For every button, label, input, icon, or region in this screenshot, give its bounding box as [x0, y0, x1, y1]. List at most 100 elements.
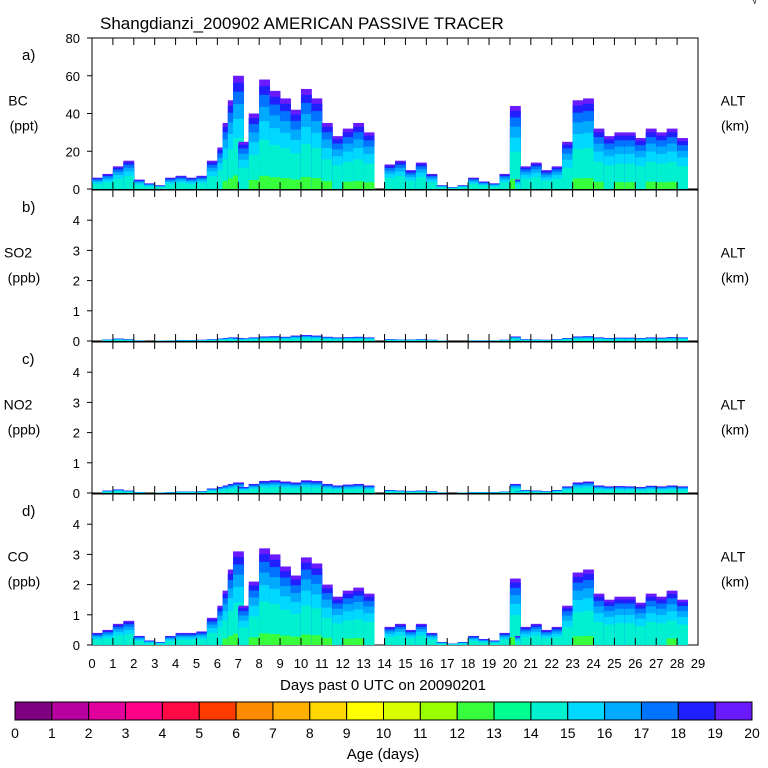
age-band — [269, 144, 281, 189]
x-tick-label: 19 — [482, 656, 496, 671]
age-band — [206, 340, 218, 341]
data-bar — [499, 173, 511, 189]
colorbar-swatch — [272, 701, 311, 721]
data-bar — [499, 491, 511, 493]
x-tick-label: 21 — [524, 656, 538, 671]
x-tick-label: 2 — [130, 656, 137, 671]
data-bar — [541, 629, 553, 645]
data-bar — [321, 122, 333, 189]
age-band — [123, 491, 135, 493]
age-band — [290, 338, 302, 341]
age-band — [603, 490, 615, 493]
x-tick-label: 11 — [315, 656, 329, 671]
data-bar — [583, 336, 594, 341]
data-bar — [677, 337, 688, 341]
age-band-core — [311, 178, 323, 189]
data-bar — [405, 490, 417, 493]
data-bar — [603, 337, 615, 341]
altitude-label: ALT — [721, 549, 746, 565]
data-bar — [363, 593, 375, 645]
age-band — [468, 640, 479, 645]
age-band-core — [280, 178, 291, 189]
age-band — [175, 492, 187, 493]
data-bar — [405, 170, 417, 189]
age-band — [290, 488, 302, 493]
data-bar — [468, 177, 479, 189]
data-bar — [395, 339, 406, 341]
data-bar — [572, 336, 584, 341]
data-bar — [165, 492, 176, 493]
data-bar — [342, 128, 354, 189]
data-bar — [415, 623, 427, 645]
colorbar-swatch — [383, 701, 421, 721]
age-band — [436, 187, 448, 189]
data-bar — [133, 340, 145, 341]
age-band-core — [583, 178, 594, 189]
colorbar-swatch — [567, 701, 606, 721]
age-band — [635, 166, 647, 189]
data-bar — [415, 162, 427, 189]
data-bar — [541, 170, 553, 189]
age-band — [259, 338, 271, 341]
data-bar — [165, 340, 176, 341]
age-band-core — [614, 182, 626, 189]
data-bar — [112, 166, 124, 189]
age-band — [593, 161, 605, 189]
age-band — [311, 338, 323, 341]
x-axis: 0 1 2 3 4 5 6 7 8 9 10 11 12 13 14 15 16 17 18 19 20 21 22 23 24… — [88, 656, 705, 671]
age-band — [677, 166, 688, 189]
age-band — [102, 491, 114, 493]
data-bar — [144, 183, 156, 189]
age-band-core — [300, 634, 312, 645]
age-band — [405, 340, 417, 341]
data-bar — [123, 490, 135, 493]
y-tick-label: 4 — [73, 517, 80, 532]
data-bar — [144, 640, 156, 645]
age-band — [551, 340, 563, 341]
age-band — [520, 340, 532, 341]
age-band — [614, 489, 626, 493]
x-tick-label: 14 — [377, 656, 391, 671]
age-band-core — [572, 636, 584, 645]
data-bar — [259, 480, 271, 493]
age-band — [499, 340, 511, 341]
colorbar-swatch — [125, 701, 163, 721]
colorbar-swatch — [604, 701, 642, 721]
age-band — [666, 161, 678, 189]
data-bar — [175, 491, 187, 493]
data-bar — [206, 339, 218, 341]
species-label: SO2 — [4, 245, 32, 261]
data-bar — [342, 484, 354, 493]
age-band — [572, 488, 584, 493]
data-bar — [478, 492, 490, 493]
data-bar — [603, 486, 615, 493]
data-bar — [489, 640, 500, 645]
age-band — [395, 176, 406, 189]
age-band — [677, 339, 688, 341]
age-band — [677, 624, 688, 645]
age-band-core — [269, 177, 281, 189]
y-tick-label: 3 — [73, 243, 80, 258]
age-band-core — [248, 637, 260, 645]
age-band — [248, 339, 260, 341]
age-band — [624, 339, 636, 341]
age-band — [624, 490, 636, 493]
data-bar — [363, 132, 375, 189]
y-tick-label: 3 — [73, 547, 80, 562]
altitude-unit: (km) — [721, 422, 749, 438]
data-bar — [123, 339, 135, 341]
altitude-label: ALT — [721, 245, 746, 261]
data-bar — [238, 486, 250, 493]
age-band — [656, 163, 668, 189]
age-band — [415, 177, 427, 189]
unit-label: (ppb) — [8, 422, 41, 438]
age-band — [645, 621, 657, 645]
age-band — [583, 148, 594, 189]
data-bar — [154, 185, 166, 189]
age-band — [92, 183, 103, 189]
x-tick-label: 28 — [670, 656, 684, 671]
data-bar — [624, 132, 636, 189]
y-tick-label: 2 — [73, 578, 80, 593]
age-band — [551, 178, 563, 189]
